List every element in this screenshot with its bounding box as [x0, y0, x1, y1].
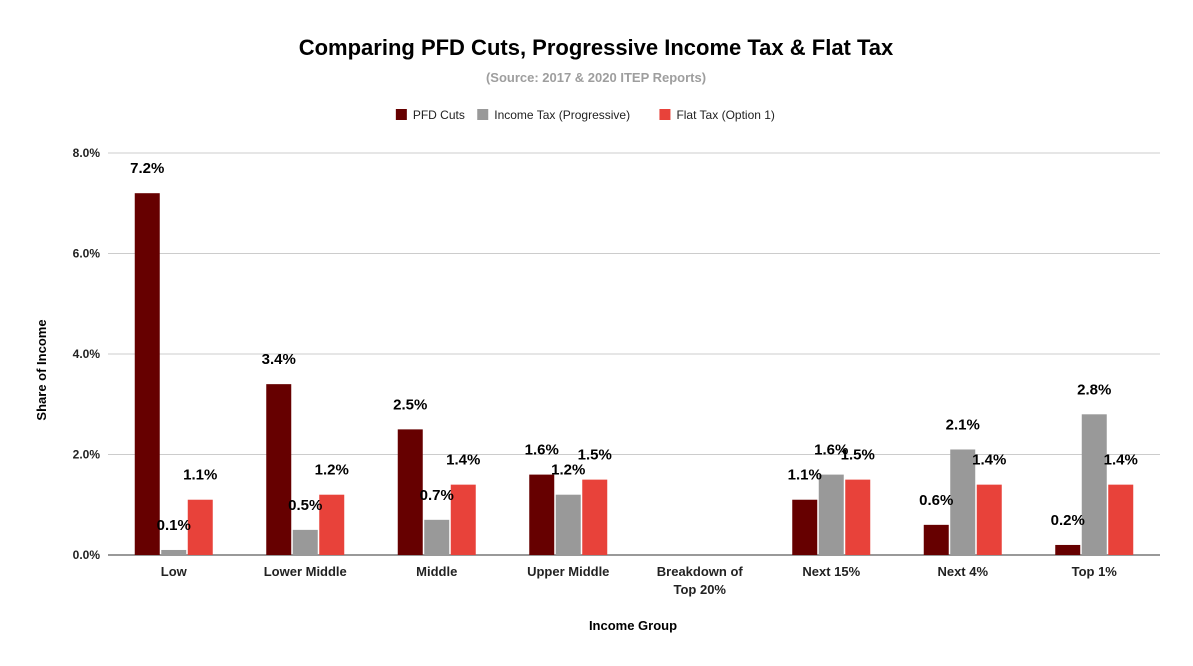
bar	[845, 479, 871, 555]
data-label: 1.2%	[315, 462, 349, 479]
bar	[950, 449, 976, 555]
x-tick-label: Lower Middle	[264, 564, 347, 579]
legend-swatch	[659, 109, 671, 120]
data-label: 1.2%	[551, 462, 585, 479]
data-label: 1.4%	[446, 452, 480, 469]
y-tick-label: 4.0%	[73, 347, 101, 361]
x-tick-label: Low	[161, 564, 188, 579]
data-label: 1.1%	[183, 467, 217, 484]
bar	[529, 474, 555, 555]
bar	[1081, 414, 1107, 555]
x-tick-label: Breakdown of	[657, 564, 744, 579]
data-label: 7.2%	[130, 160, 164, 177]
legend: PFD Cuts Income Tax (Progressive) Flat Tax…	[395, 108, 775, 122]
data-label: 1.5%	[841, 447, 875, 464]
y-axis-ticks: 0.0% 2.0% 4.0% 6.0% 8.0%	[73, 146, 101, 562]
data-label: 2.5%	[393, 396, 427, 413]
bar	[1108, 484, 1134, 555]
bar	[555, 494, 581, 555]
legend-label: Income Tax (Progressive)	[494, 108, 630, 122]
bar	[923, 524, 949, 555]
bar	[976, 484, 1002, 555]
bar	[450, 484, 476, 555]
data-label: 1.4%	[972, 452, 1006, 469]
y-tick-label: 2.0%	[73, 448, 101, 462]
bar	[818, 474, 844, 555]
data-label: 2.8%	[1077, 381, 1111, 398]
data-label: 0.6%	[919, 492, 953, 509]
chart-title: Comparing PFD Cuts, Progressive Income T…	[299, 35, 894, 60]
data-label: 3.4%	[262, 351, 296, 368]
x-axis-ticks: Low Lower Middle Middle Upper Middle Breakdo…	[161, 564, 1118, 597]
y-tick-label: 0.0%	[73, 548, 101, 562]
chart-subtitle: (Source: 2017 & 2020 ITEP Reports)	[486, 70, 706, 85]
bar	[424, 519, 450, 555]
legend-label: Flat Tax (Option 1)	[676, 108, 774, 122]
data-label: 0.7%	[420, 487, 454, 504]
x-tick-label: Middle	[416, 564, 457, 579]
x-tick-label: Next 4%	[937, 564, 988, 579]
bar	[1055, 544, 1081, 555]
data-label: 1.6%	[525, 442, 559, 459]
legend-swatch	[477, 109, 489, 120]
data-label: 1.1%	[788, 467, 822, 484]
data-label: 1.6%	[814, 442, 848, 459]
data-label: 2.1%	[946, 416, 980, 433]
data-label: 0.5%	[288, 497, 322, 514]
bar	[792, 499, 818, 555]
data-label: 1.5%	[578, 447, 612, 464]
data-labels: 7.2% 0.1% 1.1% 3.4% 0.5% 1.2% 2.5% 0.7% 1.4% 1.6%…	[130, 160, 1138, 534]
x-tick-label: Top 20%	[674, 582, 727, 597]
x-tick-label: Next 15%	[802, 564, 860, 579]
bars	[134, 193, 1134, 555]
bar	[266, 384, 292, 555]
bar	[134, 193, 160, 555]
bar	[319, 494, 345, 555]
y-axis-title: Share of Income	[34, 319, 49, 420]
data-label: 0.1%	[157, 517, 191, 534]
bar	[161, 549, 187, 555]
data-label: 0.2%	[1051, 512, 1085, 529]
bar	[397, 429, 423, 555]
x-axis-title: Income Group	[589, 618, 677, 633]
legend-swatch	[395, 109, 407, 120]
x-tick-label: Upper Middle	[527, 564, 609, 579]
legend-label: PFD Cuts	[413, 108, 465, 122]
y-tick-label: 8.0%	[73, 146, 101, 160]
x-tick-label: Top 1%	[1072, 564, 1118, 579]
bar	[292, 529, 318, 555]
bar	[582, 479, 608, 555]
data-label: 1.4%	[1104, 452, 1138, 469]
bar	[187, 499, 213, 555]
y-tick-label: 6.0%	[73, 247, 101, 261]
